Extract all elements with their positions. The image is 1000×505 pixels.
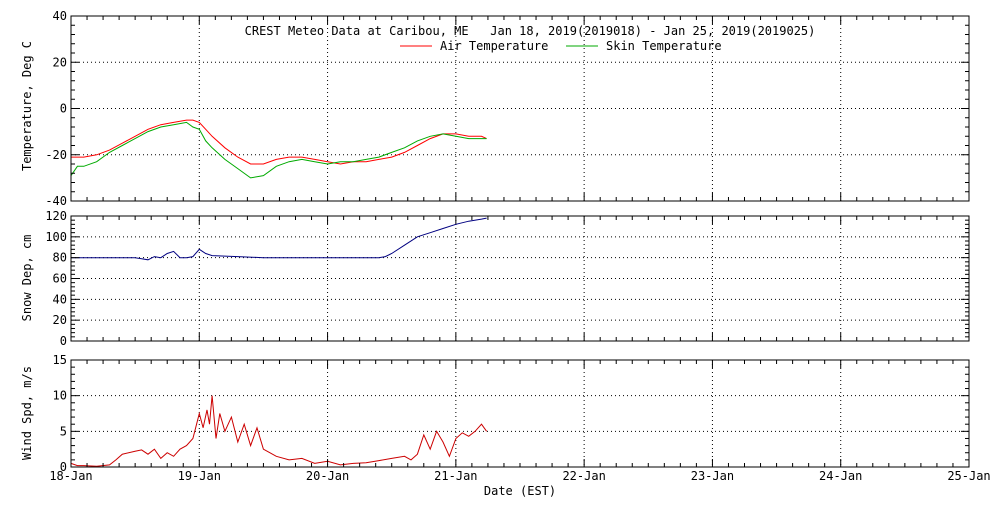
temperature-axis-label: Temperature, Deg C bbox=[20, 41, 34, 171]
x-tick-label: 20-Jan bbox=[306, 469, 349, 483]
x-tick-label: 23-Jan bbox=[691, 469, 734, 483]
panel-2-frame bbox=[70, 359, 970, 468]
panel-2-y-tick-label: 5 bbox=[60, 424, 67, 438]
panel-2-series-line bbox=[70, 395, 488, 467]
text-layer: CREST Meteo Data at Caribou, ME Jan 18, … bbox=[20, 9, 991, 498]
x-axis-label: Date (EST) bbox=[484, 484, 556, 498]
panel-2-y-tick-label: 10 bbox=[53, 389, 67, 403]
panel-1-y-tick-label: 40 bbox=[53, 292, 67, 306]
panel-0-y-tick-label: -20 bbox=[45, 148, 67, 162]
x-tick-label: 22-Jan bbox=[562, 469, 605, 483]
x-tick-label: 19-Jan bbox=[178, 469, 221, 483]
panel-1-y-tick-label: 120 bbox=[45, 209, 67, 223]
panel-1-y-tick-label: 20 bbox=[53, 313, 67, 327]
axes-layer bbox=[70, 15, 970, 468]
x-tick-label: 24-Jan bbox=[819, 469, 862, 483]
panel-0-y-tick-label: 0 bbox=[60, 102, 67, 116]
panel-0-y-tick-label: 40 bbox=[53, 9, 67, 23]
x-tick-label: 21-Jan bbox=[434, 469, 477, 483]
panel-1-y-tick-label: 100 bbox=[45, 230, 67, 244]
legend-label-air-temperature: Air Temperature bbox=[440, 39, 548, 53]
panel-2-y-tick-label: 0 bbox=[60, 460, 67, 474]
wind-speed-axis-label: Wind Spd, m/s bbox=[20, 366, 34, 460]
panel-1-y-tick-label: 0 bbox=[60, 334, 67, 348]
panel-1-y-tick-label: 60 bbox=[53, 272, 67, 286]
panel-1-y-tick-label: 80 bbox=[53, 251, 67, 265]
panel-0-y-tick-label: 20 bbox=[53, 55, 67, 69]
skin-temperature-series-line bbox=[70, 121, 487, 179]
x-tick-label: 25-Jan bbox=[947, 469, 990, 483]
air-temperature-series-line bbox=[71, 119, 487, 165]
legend-label-skin-temperature: Skin Temperature bbox=[606, 39, 722, 53]
grid-layer bbox=[71, 16, 969, 467]
panel-1-series-line bbox=[71, 217, 487, 261]
x-tick-label: 18-Jan bbox=[49, 469, 92, 483]
chart-title: CREST Meteo Data at Caribou, ME Jan 18, … bbox=[245, 24, 816, 38]
legend: Air Temperature Skin Temperature bbox=[400, 39, 722, 53]
series-layer bbox=[70, 119, 488, 467]
panel-2-y-tick-label: 15 bbox=[53, 353, 67, 367]
snow-depth-axis-label: Snow Dep, cm bbox=[20, 235, 34, 322]
panel-0-y-tick-label: -40 bbox=[45, 194, 67, 208]
